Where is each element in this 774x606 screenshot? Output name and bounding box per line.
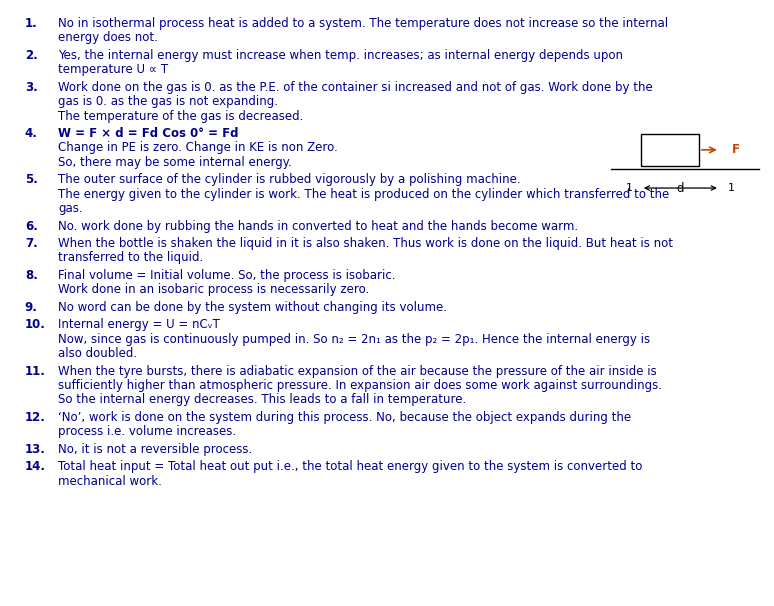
Text: No. work done by rubbing the hands in converted to heat and the hands become war: No. work done by rubbing the hands in co… [58, 219, 578, 233]
Text: also doubled.: also doubled. [58, 347, 137, 360]
Text: Work done on the gas is 0. as the P.E. of the container si increased and not of : Work done on the gas is 0. as the P.E. o… [58, 81, 652, 94]
Text: No in isothermal process heat is added to a system. The temperature does not inc: No in isothermal process heat is added t… [58, 17, 668, 30]
Text: Final volume = Initial volume. So, the process is isobaric.: Final volume = Initial volume. So, the p… [58, 269, 396, 282]
Text: temperature U ∝ T: temperature U ∝ T [58, 63, 168, 76]
Text: sufficiently higher than atmospheric pressure. In expansion air does some work a: sufficiently higher than atmospheric pre… [58, 379, 662, 392]
Text: 2.: 2. [25, 49, 37, 62]
Text: d: d [676, 182, 684, 195]
Text: energy does not.: energy does not. [58, 32, 158, 44]
Text: 7.: 7. [25, 237, 37, 250]
Text: The energy given to the cylinder is work. The heat is produced on the cylinder w: The energy given to the cylinder is work… [58, 188, 670, 201]
Text: F: F [731, 144, 739, 156]
Text: 1: 1 [728, 183, 735, 193]
Text: 8.: 8. [25, 269, 38, 282]
Text: ‘No’, work is done on the system during this process. No, because the object exp: ‘No’, work is done on the system during … [58, 411, 631, 424]
Text: Change in PE is zero. Change in KE is non Zero.: Change in PE is zero. Change in KE is no… [58, 141, 337, 155]
Text: gas.: gas. [58, 202, 83, 215]
Text: 5.: 5. [25, 173, 38, 186]
Text: Work done in an isobaric process is necessarily zero.: Work done in an isobaric process is nece… [58, 284, 369, 296]
Text: process i.e. volume increases.: process i.e. volume increases. [58, 425, 236, 438]
Text: 6.: 6. [25, 219, 38, 233]
Text: 4.: 4. [25, 127, 38, 140]
Text: W = F × d = Fd Cos 0° = Fd: W = F × d = Fd Cos 0° = Fd [58, 127, 238, 140]
Text: So, there may be some internal energy.: So, there may be some internal energy. [58, 156, 292, 169]
Text: The temperature of the gas is decreased.: The temperature of the gas is decreased. [58, 110, 303, 122]
Text: When the tyre bursts, there is adiabatic expansion of the air because the pressu: When the tyre bursts, there is adiabatic… [58, 365, 657, 378]
Text: mechanical work.: mechanical work. [58, 474, 162, 488]
Text: Total heat input = Total heat out put i.e., the total heat energy given to the s: Total heat input = Total heat out put i.… [58, 460, 642, 473]
Text: 11.: 11. [25, 365, 46, 378]
Text: 1: 1 [626, 183, 633, 193]
Bar [641, 134, 699, 165]
Text: 12.: 12. [25, 411, 46, 424]
Text: Now, since gas is continuously pumped in. So n₂ = 2n₁ as the p₂ = 2p₁. Hence the: Now, since gas is continuously pumped in… [58, 333, 650, 345]
Text: Internal energy = U = nCᵥT: Internal energy = U = nCᵥT [58, 318, 220, 331]
Text: gas is 0. as the gas is not expanding.: gas is 0. as the gas is not expanding. [58, 95, 278, 108]
Text: 1.: 1. [25, 17, 37, 30]
Text: 10.: 10. [25, 318, 46, 331]
Text: No, it is not a reversible process.: No, it is not a reversible process. [58, 443, 252, 456]
Text: Yes, the internal energy must increase when temp. increases; as internal energy : Yes, the internal energy must increase w… [58, 49, 623, 62]
Text: 14.: 14. [25, 460, 46, 473]
Text: So the internal energy decreases. This leads to a fall in temperature.: So the internal energy decreases. This l… [58, 393, 466, 407]
Text: 3.: 3. [25, 81, 37, 94]
Text: When the bottle is shaken the liquid in it is also shaken. Thus work is done on : When the bottle is shaken the liquid in … [58, 237, 673, 250]
Text: 13.: 13. [25, 443, 46, 456]
Text: No word can be done by the system without changing its volume.: No word can be done by the system withou… [58, 301, 447, 314]
Text: 9.: 9. [25, 301, 38, 314]
Text: The outer surface of the cylinder is rubbed vigorously by a polishing machine.: The outer surface of the cylinder is rub… [58, 173, 521, 186]
Text: transferred to the liquid.: transferred to the liquid. [58, 251, 204, 264]
